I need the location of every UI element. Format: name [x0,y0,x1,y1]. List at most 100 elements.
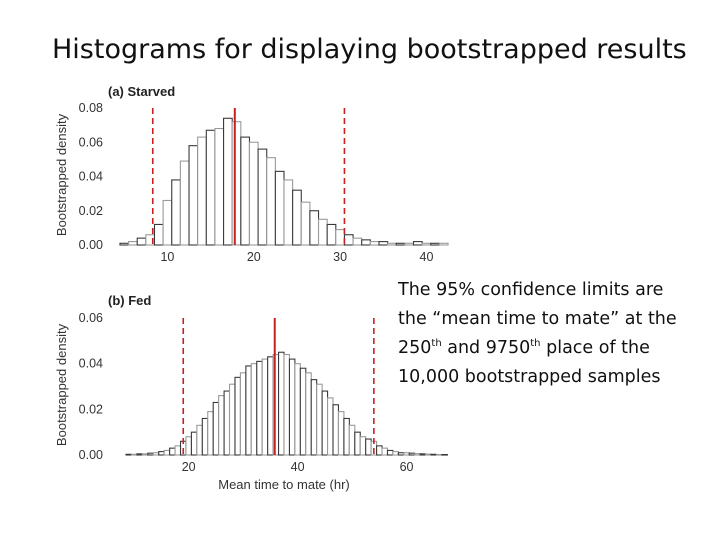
panel-b-bars [125,351,448,456]
histogram-bar [163,449,171,456]
panel-a-y-axis-label: Bootstrapped density [54,113,69,236]
histogram-bar [335,229,345,246]
histogram-bar [397,452,405,456]
histogram-bar [207,411,214,456]
histogram-bar [343,234,354,246]
histogram-bar [327,397,334,456]
panel-b-x-ticks: 20 40 60 [182,460,414,474]
histogram-bar [352,237,363,246]
histogram-bar [188,145,199,246]
histogram-bar [348,424,356,456]
histogram-bar [231,121,242,246]
histogram-bar [228,383,236,456]
histogram-bar [162,199,173,246]
histogram-bar [278,351,285,456]
caption-9750: and 9750 [441,338,531,358]
panel-a-reference-lines [151,108,346,245]
histogram-bar [369,241,380,246]
caption-sup-th-2: th [530,338,541,350]
histogram-bar [153,223,164,246]
histogram-bar [130,453,138,456]
histogram-bar [376,445,383,456]
histogram-bar [283,179,294,246]
panel-a-bars [119,117,449,246]
panel-b-y-axis-label: Bootstrapped density [54,323,69,446]
histogram-bar [326,223,337,246]
histogram-bar [201,417,209,456]
caption-place: place of the [540,338,650,358]
histogram-bar [196,424,203,456]
histogram-bar [299,367,307,456]
histogram-bar [381,447,389,456]
y-tick-label: 0.00 [79,238,103,252]
histogram-bar [274,170,285,246]
caption-line-2: the “mean time to mate” at the [398,309,677,329]
panel-b-fed: (b) Fed Bootstrapped density Mean time t… [54,293,448,492]
histogram-bar [136,237,147,246]
histogram-bar [152,452,160,456]
panel-b-x-axis-label: Mean time to mate (hr) [218,477,350,492]
histogram-bar [197,136,207,246]
y-tick-label: 0.02 [79,204,103,218]
histogram-bar [266,157,276,246]
histogram-bar [387,242,397,246]
histogram-bar [212,401,220,456]
histogram-bar [412,241,423,246]
histogram-bar [223,390,231,456]
histogram-bar [378,241,389,246]
y-tick-label: 0.02 [79,402,103,416]
histogram-bar [438,242,449,246]
histogram-bar [119,242,130,246]
histogram-bar [361,239,371,246]
x-tick-label: 30 [333,250,347,264]
caption: The 95% confidence limits are the “mean … [398,276,716,392]
slide-title: Histograms for displaying bootstrapped r… [52,34,687,65]
histogram-bar [316,383,323,456]
histogram-bar [365,438,372,456]
caption-line-1: The 95% confidence limits are [398,280,664,300]
histogram-bar [310,379,318,456]
histogram-bar [239,372,247,456]
histogram-bar [305,372,312,456]
histogram-bar [171,179,181,246]
panel-a-starved: (a) Starved Bootstrapped density 0.00 0.0… [54,84,449,264]
histogram-bar [435,453,443,456]
histogram-bar [309,210,320,246]
caption-line-4: 10,000 bootstrapped samples [398,367,661,387]
histogram-bar [414,453,421,456]
caption-250: 250 [398,338,432,358]
panel-b-y-ticks: 0.00 0.02 0.04 0.06 [79,311,103,462]
histogram-bar [419,453,427,456]
histogram-bar [136,453,143,456]
histogram-bar [332,404,340,456]
panel-a-y-ticks: 0.00 0.02 0.04 0.06 0.08 [79,101,103,252]
y-tick-label: 0.06 [79,135,103,149]
histogram-bar [343,417,350,456]
histogram-bar [174,445,182,456]
panel-a-x-ticks: 10 20 30 40 [160,250,433,264]
histogram-bar [337,411,345,456]
histogram-bar [408,452,416,456]
histogram-bar [240,136,251,246]
histogram-bar [386,449,394,456]
histogram-bar [267,356,274,456]
histogram-bar [283,353,290,456]
y-tick-label: 0.08 [79,101,103,115]
histogram-bar [430,242,440,246]
histogram-bar [179,160,190,246]
histogram-bar [403,452,410,456]
histogram-bar [292,189,302,246]
histogram-bar [245,365,252,456]
x-tick-label: 20 [182,460,196,474]
histogram-bar [421,242,432,246]
histogram-bar [441,453,448,456]
y-tick-label: 0.00 [79,448,103,462]
panel-b-reference-lines [182,318,375,455]
x-tick-label: 10 [160,250,174,264]
panel-a-title: (a) Starved [108,84,175,99]
x-tick-label: 20 [247,250,261,264]
x-tick-label: 60 [400,460,414,474]
histogram-bar [392,451,399,456]
histogram-bar [190,431,198,456]
